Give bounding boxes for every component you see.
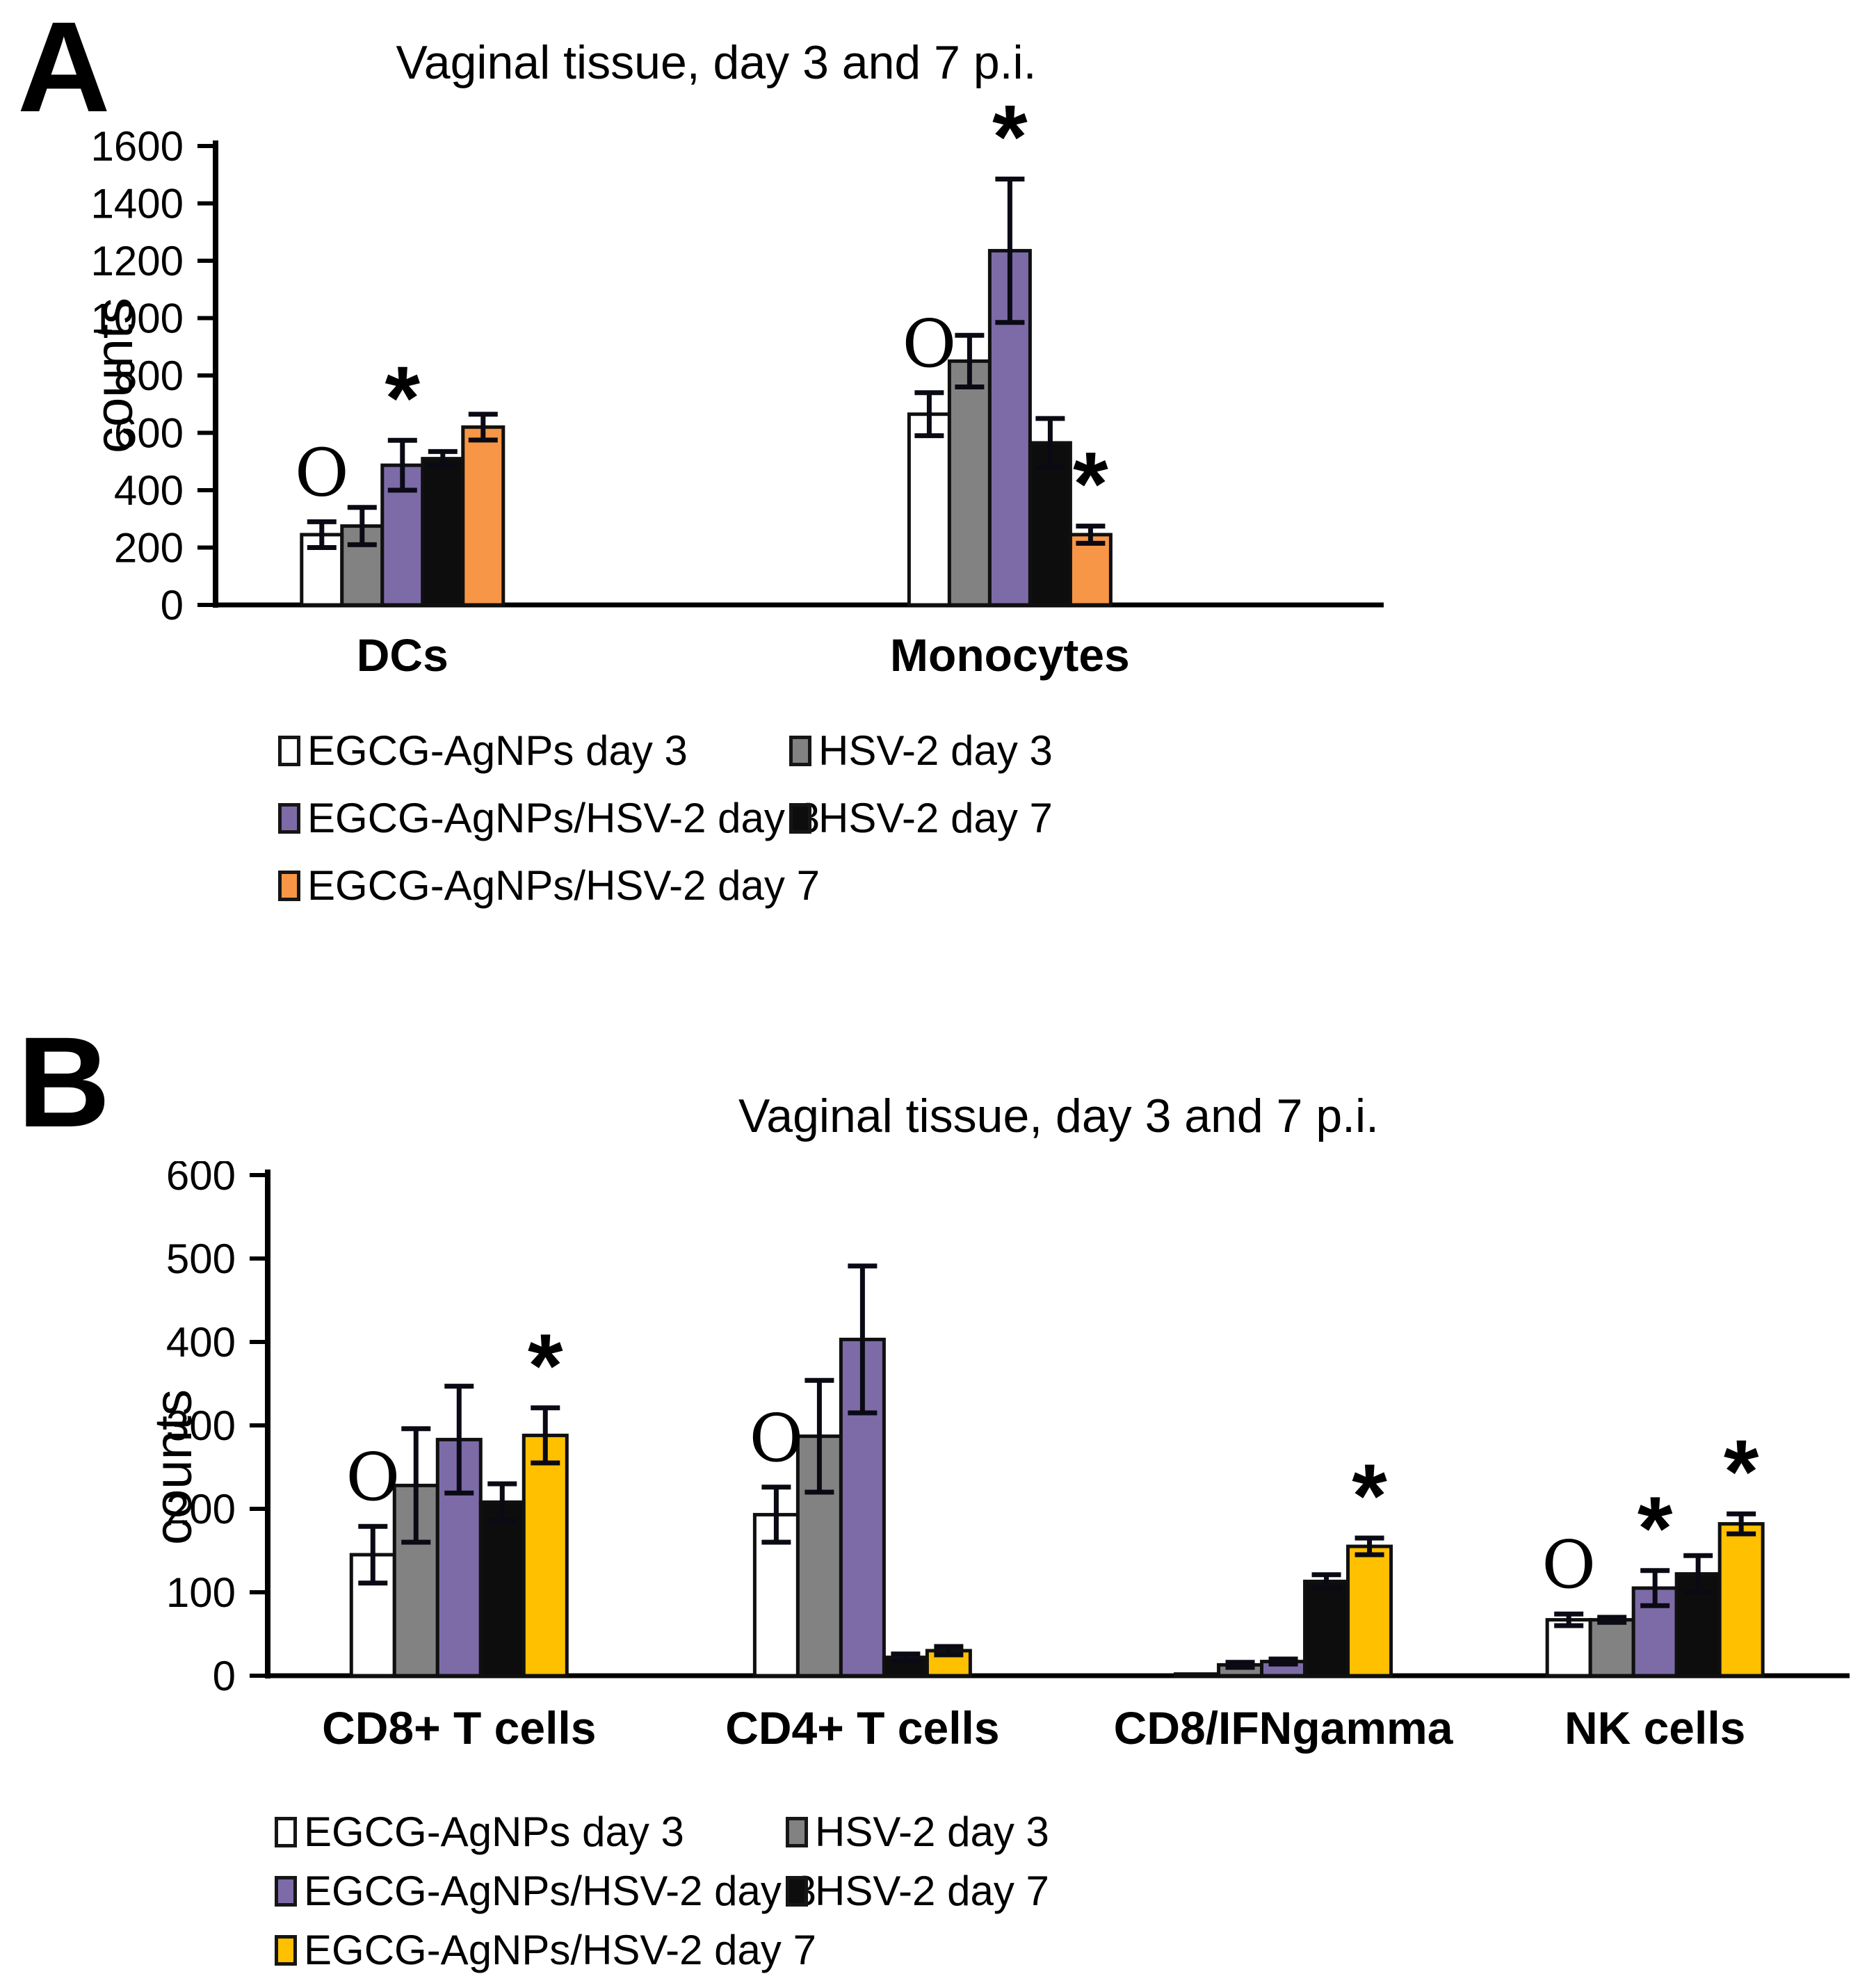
legend-label: HSV-2 day 3 [818,727,1053,774]
legend-item: EGCG-AgNPs/HSV-2 day 7 [278,861,820,909]
legend-label: EGCG-AgNPs day 3 [307,727,688,774]
y-tick-label: 200 [166,1486,236,1532]
legend-label: HSV-2 day 3 [815,1809,1049,1855]
legend-swatch [786,1875,808,1907]
bar [421,457,465,607]
significance-marker: * [992,104,1028,187]
legend-item: EGCG-AgNPs/HSV-2 day 7 [275,1926,816,1974]
legend-item: HSV-2 day 3 [789,727,1053,775]
category-label: CD8/IFNgamma [1114,1702,1454,1754]
panel-label: B [17,1011,111,1154]
legend-swatch [789,735,811,766]
category-label: CD8+ T cells [322,1702,596,1754]
legend-swatch [278,870,300,901]
bar [349,1553,396,1678]
significance-marker: O [749,1400,803,1477]
chart-title: Vaginal tissue, day 3 and 7 p.i. [738,1090,1380,1142]
y-tick-label: 100 [166,1569,236,1616]
legend-label: EGCG-AgNPs/HSV-2 day 3 [304,1868,816,1914]
y-tick-label: 1600 [91,123,184,170]
y-tick-label: 300 [166,1402,236,1449]
y-tick-label: 600 [166,1161,236,1199]
bar [478,1500,526,1678]
bar-chart: 0 100 200 300 400 500 600 CD8+ T cells CD4+ T ce… [166,1161,1850,1754]
chart-legend: EGCG-AgNPs day 3 HSV-2 day 3 EGCG-AgNPs/HS… [275,1808,1049,1974]
panel-label: A [17,0,111,139]
significance-marker: O [346,1439,400,1516]
y-tick-label: 0 [213,1653,236,1699]
chart-legend: EGCG-AgNPs day 3 HSV-2 day 3 EGCG-AgNPs/HS… [278,727,1053,909]
bar [1068,533,1113,607]
legend-swatch [275,1934,297,1966]
bar [947,359,992,607]
legend-swatch [278,735,300,766]
bar-chart: 0 200 400 600 800 1000 1200 1400 1600 DCs Monocyte… [91,104,1384,681]
significance-marker: * [528,1315,563,1416]
legend-item: EGCG-AgNPs/HSV-2 day 3 [278,794,820,842]
panel-a: A Vaginal tissue, day 3 and 7 p.i. count… [17,0,1384,909]
legend-swatch [278,802,300,834]
legend-item: EGCG-AgNPs day 3 [278,727,789,775]
legend-label: EGCG-AgNPs/HSV-2 day 7 [307,862,820,909]
significance-marker: O [295,435,349,511]
significance-marker: * [1352,1445,1387,1546]
significance-marker: * [1638,1478,1673,1579]
bar [1545,1618,1592,1678]
bar [1174,1672,1221,1678]
y-tick-label: 1200 [91,238,184,284]
significance-marker: * [1073,433,1108,535]
bar [1346,1544,1393,1678]
y-tick-label: 400 [114,467,184,514]
legend-swatch [275,1816,297,1847]
y-tick-label: 200 [114,525,184,572]
category-label: DCs [357,629,448,681]
legend-swatch [275,1875,297,1907]
y-tick-label: 800 [114,353,184,399]
y-tick-label: 1000 [91,296,184,342]
bar [1717,1522,1765,1678]
legend-item: HSV-2 day 7 [789,794,1053,842]
category-label: Monocytes [890,629,1130,681]
legend-label: HSV-2 day 7 [815,1868,1049,1914]
y-tick-label: 500 [166,1236,236,1282]
bar [1028,441,1072,607]
legend-label: EGCG-AgNPs day 3 [304,1809,684,1855]
legend-item: EGCG-AgNPs day 3 [275,1808,786,1856]
significance-marker: * [385,347,421,448]
y-tick-label: 0 [161,582,184,629]
legend-item: HSV-2 day 3 [786,1808,1049,1856]
bar [1588,1618,1635,1678]
legend-swatch [786,1816,808,1847]
legend-label: HSV-2 day 7 [818,795,1053,841]
y-tick-label: 1400 [91,181,184,227]
legend-swatch [789,802,811,834]
bar [1303,1579,1350,1678]
legend-item: HSV-2 day 7 [786,1867,1049,1915]
significance-marker: O [1542,1527,1596,1603]
y-tick-label: 600 [114,410,184,457]
bar [907,412,951,607]
significance-marker: * [1724,1421,1759,1522]
legend-label: EGCG-AgNPs/HSV-2 day 3 [307,795,820,841]
category-label: NK cells [1564,1702,1745,1754]
bar [461,425,506,607]
bar [521,1433,569,1678]
legend-item: EGCG-AgNPs/HSV-2 day 3 [275,1867,816,1915]
y-tick-label: 400 [166,1319,236,1366]
significance-marker: O [902,306,956,382]
legend-label: EGCG-AgNPs/HSV-2 day 7 [304,1927,816,1973]
panel-b: B Vaginal tissue, day 3 and 7 p.i. count… [0,1011,1876,1973]
category-label: CD4+ T cells [725,1702,999,1754]
chart-title: Vaginal tissue, day 3 and 7 p.i. [396,36,1037,89]
